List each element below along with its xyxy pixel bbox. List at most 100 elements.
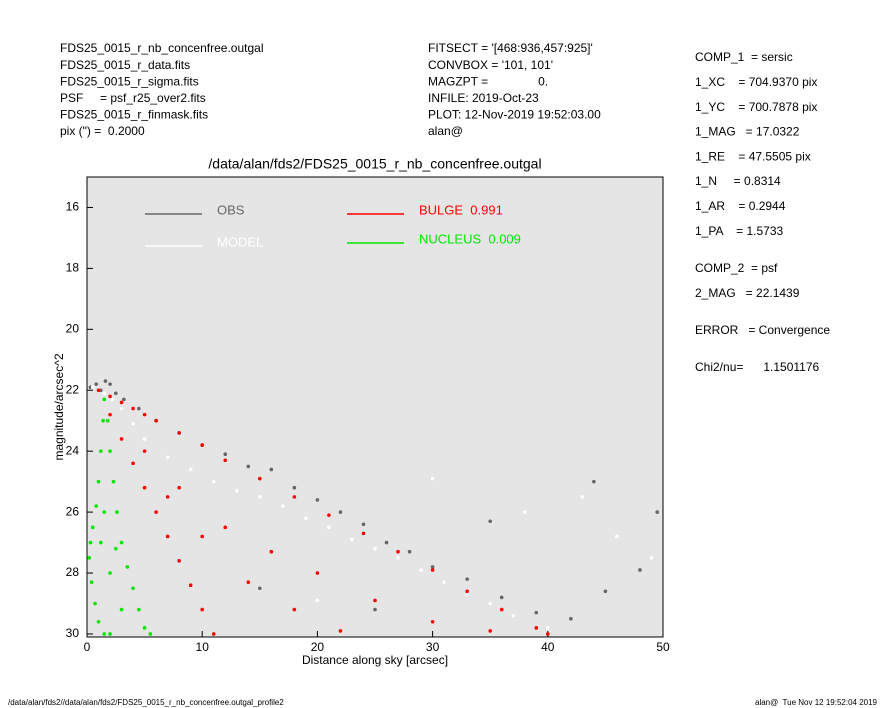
data-point bbox=[430, 565, 435, 569]
data-point bbox=[131, 586, 135, 591]
plot-area bbox=[86, 176, 664, 638]
data-point bbox=[103, 379, 108, 383]
data-point bbox=[114, 391, 118, 396]
data-point bbox=[419, 568, 423, 572]
data-point bbox=[131, 461, 135, 466]
data-point bbox=[102, 397, 107, 402]
data-point bbox=[115, 510, 119, 514]
data-point bbox=[396, 555, 400, 560]
data-point bbox=[131, 406, 135, 411]
data-point bbox=[131, 421, 135, 426]
header-line: FDS25_0015_r_nb_concenfree.outgal bbox=[60, 41, 263, 55]
data-point bbox=[315, 498, 320, 502]
data-point bbox=[142, 412, 147, 417]
header-line: PSF = psf_r25_over2.fits bbox=[60, 91, 206, 105]
data-point bbox=[119, 400, 124, 405]
data-point bbox=[258, 495, 262, 499]
data-point bbox=[200, 534, 204, 539]
header-line: MAGZPT = 0. bbox=[428, 74, 548, 88]
data-point bbox=[114, 546, 118, 551]
data-point bbox=[373, 607, 377, 612]
data-point bbox=[142, 485, 147, 490]
legend-label: OBS bbox=[217, 202, 245, 217]
data-point bbox=[102, 391, 107, 396]
y-axis-label: magnitude/arcsec^2 bbox=[52, 353, 66, 460]
data-point bbox=[87, 555, 92, 560]
data-point bbox=[430, 568, 435, 572]
data-point bbox=[488, 601, 493, 606]
chart-title: /data/alan/fds2/FDS25_0015_r_nb_concenfr… bbox=[208, 156, 541, 172]
data-point bbox=[488, 629, 493, 633]
data-point bbox=[350, 537, 354, 542]
y-tick-label: 28 bbox=[66, 565, 80, 579]
data-point bbox=[142, 437, 147, 441]
data-point bbox=[361, 522, 366, 527]
header-line: alan@ bbox=[428, 124, 463, 138]
data-point bbox=[223, 525, 228, 530]
data-point bbox=[177, 559, 181, 563]
data-point bbox=[94, 382, 99, 386]
legend-label: MODEL bbox=[217, 234, 263, 249]
y-tick-label: 22 bbox=[66, 382, 80, 396]
data-point bbox=[105, 418, 110, 423]
data-point bbox=[108, 382, 112, 386]
x-tick-label: 10 bbox=[196, 640, 210, 654]
data-point bbox=[511, 613, 516, 618]
data-point bbox=[119, 406, 124, 411]
fit-parameter: 1_XC = 704.9370 pix bbox=[695, 75, 817, 89]
data-point bbox=[154, 418, 158, 423]
x-axis-label: Distance along sky [arcsec] bbox=[302, 653, 448, 667]
data-point bbox=[165, 534, 170, 539]
data-point bbox=[338, 510, 343, 514]
data-point bbox=[119, 437, 124, 441]
data-point bbox=[292, 495, 297, 499]
data-point bbox=[465, 592, 469, 597]
data-point bbox=[200, 443, 204, 447]
y-tick-label: 16 bbox=[66, 200, 80, 214]
data-point bbox=[93, 601, 97, 606]
x-tick-label: 0 bbox=[84, 640, 91, 654]
data-point bbox=[546, 626, 550, 630]
data-point bbox=[88, 540, 93, 545]
x-tick-label: 50 bbox=[656, 640, 670, 654]
data-point bbox=[200, 607, 204, 612]
data-point bbox=[137, 607, 141, 612]
data-point bbox=[649, 555, 654, 560]
y-tick-label: 18 bbox=[66, 261, 80, 275]
header-line: FITSECT = '[468:936,457:925]' bbox=[428, 41, 593, 55]
header-line: FDS25_0015_r_data.fits bbox=[60, 58, 190, 72]
data-point bbox=[615, 534, 619, 539]
data-point bbox=[315, 598, 320, 603]
data-point bbox=[258, 476, 262, 481]
data-point bbox=[110, 397, 115, 402]
data-point bbox=[99, 540, 103, 545]
data-point bbox=[223, 452, 228, 457]
data-point bbox=[499, 607, 504, 612]
data-point bbox=[223, 458, 228, 463]
fit-parameter: COMP_2 = psf bbox=[695, 261, 778, 275]
data-point bbox=[211, 632, 216, 636]
data-point bbox=[154, 510, 158, 514]
fit-parameter: 1_RE = 47.5505 pix bbox=[695, 149, 811, 163]
data-point bbox=[522, 510, 527, 514]
data-point bbox=[430, 476, 435, 481]
data-point bbox=[373, 598, 377, 603]
data-point bbox=[234, 488, 239, 493]
fit-parameter: 2_MAG = 22.1439 bbox=[695, 286, 800, 300]
header-line: FDS25_0015_r_finmask.fits bbox=[60, 108, 208, 122]
data-point bbox=[338, 629, 343, 633]
data-point bbox=[137, 406, 141, 411]
data-point bbox=[165, 495, 170, 499]
legend-label: BULGE 0.991 bbox=[419, 202, 503, 217]
fit-parameter: 1_PA = 1.5733 bbox=[695, 224, 784, 238]
data-point bbox=[119, 607, 124, 612]
data-point bbox=[569, 616, 573, 621]
data-point bbox=[111, 479, 116, 484]
data-point bbox=[211, 479, 216, 484]
data-point bbox=[108, 449, 112, 453]
data-point bbox=[119, 540, 124, 545]
header-line: FDS25_0015_r_sigma.fits bbox=[60, 74, 199, 88]
data-point bbox=[142, 626, 147, 630]
data-point bbox=[108, 412, 112, 417]
